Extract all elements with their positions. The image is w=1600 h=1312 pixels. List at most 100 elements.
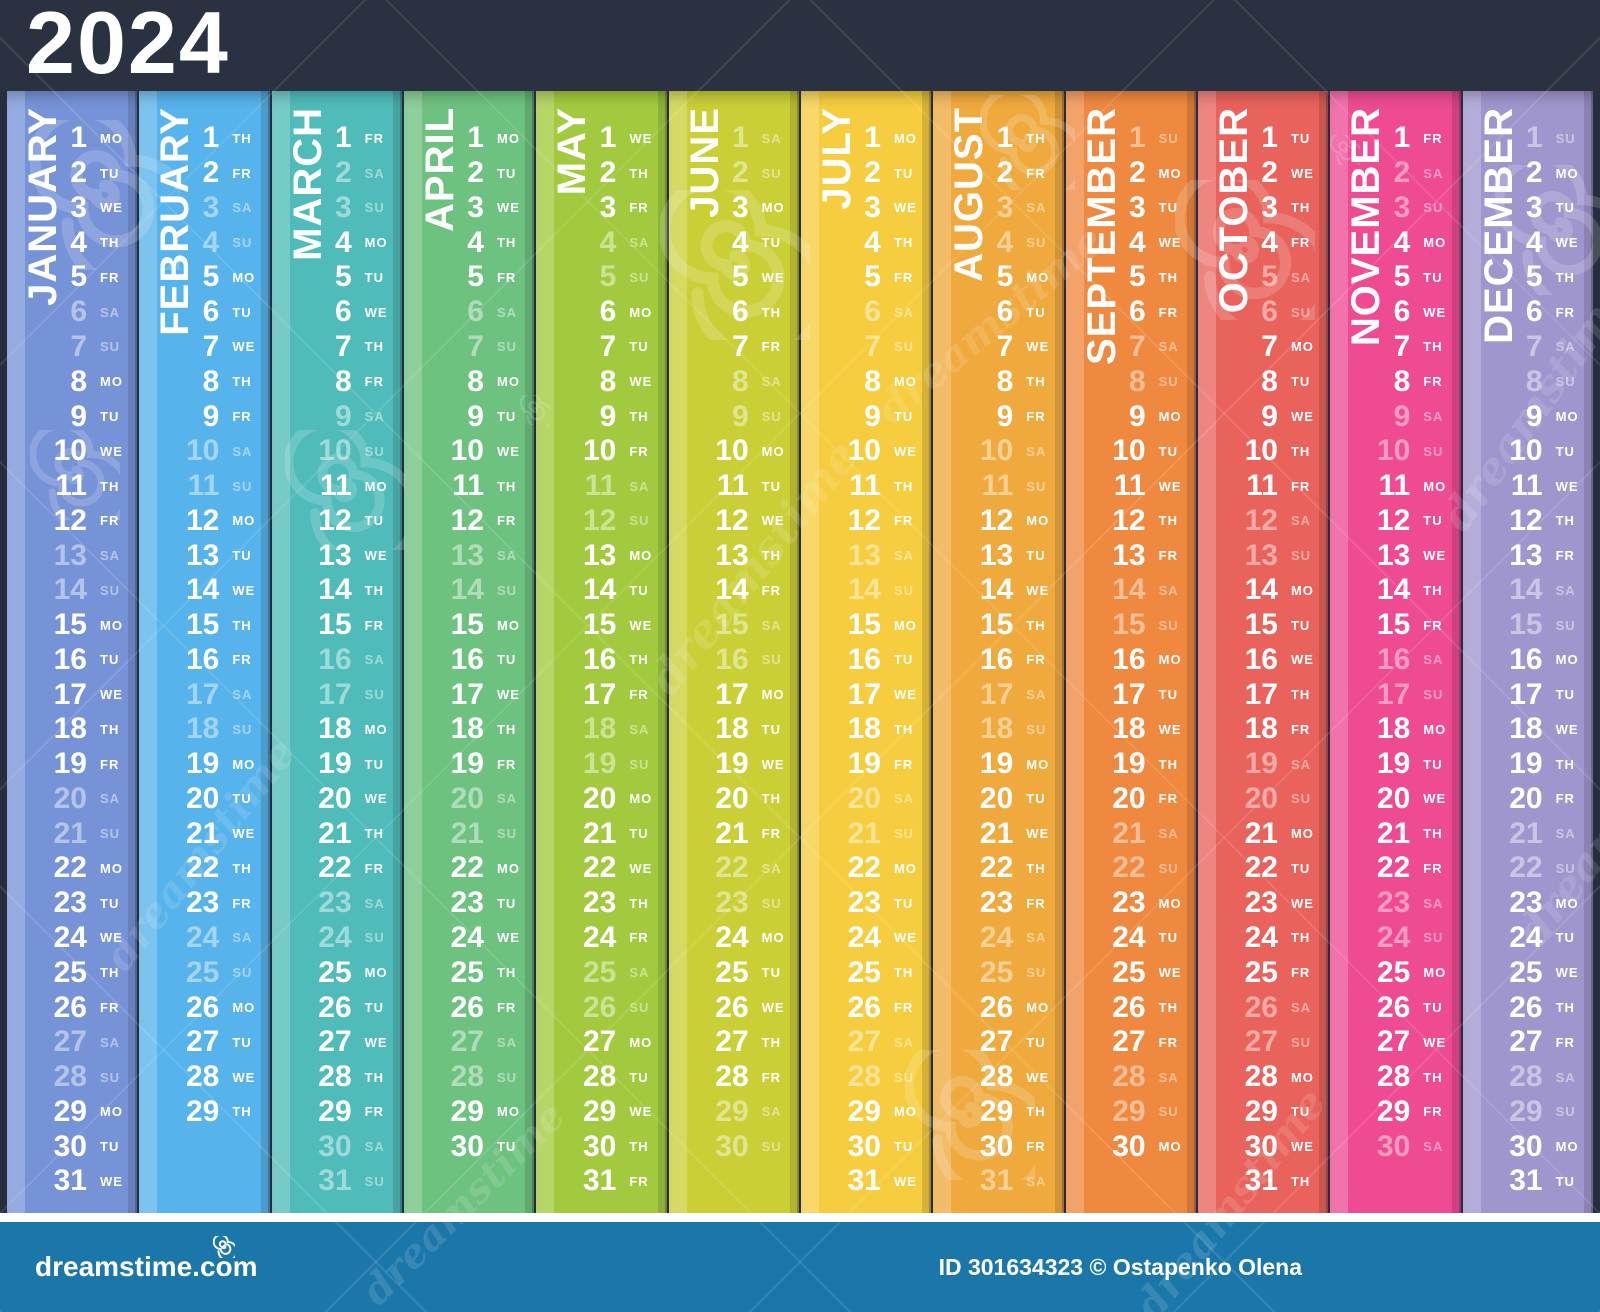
day-number: 17 [582, 677, 617, 711]
day-row: 13 SA [404, 538, 534, 573]
day-number: 14 [979, 573, 1014, 607]
weekday-label: SU [761, 652, 782, 668]
weekday-label: SA [496, 548, 518, 564]
weekday-label: WE [1290, 165, 1314, 181]
day-row: 30 SA [272, 1129, 402, 1164]
day-number: 29 [1244, 1094, 1278, 1128]
day-row: 24 SA [139, 921, 269, 956]
weekday-label: MO [1290, 339, 1314, 355]
weekday-label: WE [1555, 965, 1579, 981]
day-row: 11 MO [1330, 469, 1460, 504]
day-row: 5 MO [139, 260, 269, 295]
day-number: 7 [334, 329, 352, 363]
day-row: 28 TU [536, 1060, 666, 1095]
day-row: 26 MO [933, 990, 1063, 1025]
day-number: 25 [53, 955, 87, 989]
day-row: 7 FR [669, 330, 799, 365]
weekday-label: FR [893, 269, 914, 285]
weekday-label: SU [496, 1069, 518, 1085]
weekday-label: TU [364, 756, 384, 772]
weekday-label: SU [1555, 860, 1576, 876]
weekday-label: SU [893, 1069, 915, 1085]
day-row: 26 TU [1330, 990, 1460, 1025]
day-number: 30 [1112, 1129, 1146, 1163]
weekday-label: SU [1026, 235, 1047, 251]
weekday-label: FR [1026, 652, 1046, 668]
day-number: 16 [1509, 642, 1543, 676]
day-number: 20 [318, 781, 352, 815]
day-number: 13 [847, 538, 881, 572]
day-row: 22 TU [1198, 851, 1328, 886]
day-row: 21 TH [1330, 816, 1460, 851]
weekday-label: FR [232, 652, 252, 668]
weekday-label: SA [1423, 895, 1444, 911]
weekday-label: FR [893, 756, 914, 772]
day-row: 30 TU [7, 1129, 137, 1164]
day-number: 1 [864, 121, 881, 155]
day-row: 10 SA [139, 434, 269, 469]
weekday-label: FR [1555, 791, 1575, 807]
day-number: 21 [1509, 816, 1543, 850]
weekday-label: TU [232, 1034, 252, 1050]
weekday-label: WE [893, 200, 917, 216]
weekday-label: SU [761, 165, 782, 181]
day-row: 17 TU [1066, 677, 1196, 712]
weekday-label: FR [1026, 409, 1046, 424]
weekday-label: MO [364, 721, 388, 737]
day-row: 17 TU [1463, 677, 1593, 712]
day-number: 12 [450, 503, 484, 537]
weekday-label: SA [761, 1104, 782, 1120]
day-row: 10 TH [1198, 434, 1328, 469]
day-row: 7 SU [7, 330, 137, 365]
day-number: 19 [53, 747, 87, 781]
weekday-label: MO [496, 860, 520, 876]
day-row: 28 MO [1198, 1060, 1328, 1095]
weekday-label: TH [364, 826, 384, 842]
day-row: 21 SU [801, 816, 931, 851]
day-row: 22 SA [669, 851, 799, 886]
weekday-label: WE [100, 443, 123, 459]
day-number: 2 [996, 156, 1014, 190]
day-number: 20 [1112, 781, 1146, 815]
weekday-label: TU [1555, 687, 1575, 703]
weekday-label: WE [761, 756, 785, 772]
day-row: 15 MO [404, 608, 534, 643]
weekday-label: MO [761, 443, 785, 459]
weekday-label: TU [1290, 617, 1311, 633]
weekday-label: SA [1158, 1069, 1179, 1085]
weekday-label: SA [761, 130, 782, 146]
day-row: 1 MO [404, 121, 534, 156]
weekday-label: MO [1555, 409, 1579, 424]
day-row: 5 SA [1198, 260, 1328, 295]
weekday-label: TU [893, 165, 914, 181]
day-row: 24 SA [933, 921, 1063, 956]
day-number: 18 [1509, 712, 1543, 746]
day-row: 18 WE [1066, 712, 1196, 747]
weekday-label: WE [232, 339, 256, 355]
day-number: 9 [1128, 399, 1146, 433]
day-row: 7 WE [933, 330, 1063, 365]
month-column-july: JULY 1 MO 2 TU 3 WE 4 TH 5 FR 6 SA 7 SU 8 MO 9 TU 10 WE 11 TH… [800, 91, 932, 1213]
weekday-label: FR [100, 269, 120, 285]
weekday-label: SU [496, 582, 518, 598]
weekday-label: WE [629, 1104, 653, 1120]
day-row: 28 FR [669, 1060, 799, 1095]
weekday-label: WE [232, 1069, 256, 1085]
day-number: 5 [1393, 260, 1411, 294]
day-row: 13 MO [536, 538, 666, 573]
weekday-label: TU [496, 165, 517, 181]
day-row: 20 SA [404, 782, 534, 817]
day-row: 14 SA [1066, 573, 1196, 608]
day-number: 4 [1525, 225, 1543, 259]
weekday-label: MO [761, 200, 785, 216]
day-number: 15 [318, 608, 352, 642]
weekday-label: SA [496, 791, 518, 807]
weekday-label: TH [629, 652, 649, 668]
day-number: 8 [1128, 364, 1146, 398]
day-number: 27 [847, 1025, 881, 1059]
day-row: 7 TH [1330, 330, 1460, 365]
weekday-label: TU [1423, 269, 1443, 285]
day-number: 29 [1509, 1094, 1543, 1128]
day-row: 12 WE [669, 503, 799, 538]
day-row: 17 WE [7, 677, 137, 712]
